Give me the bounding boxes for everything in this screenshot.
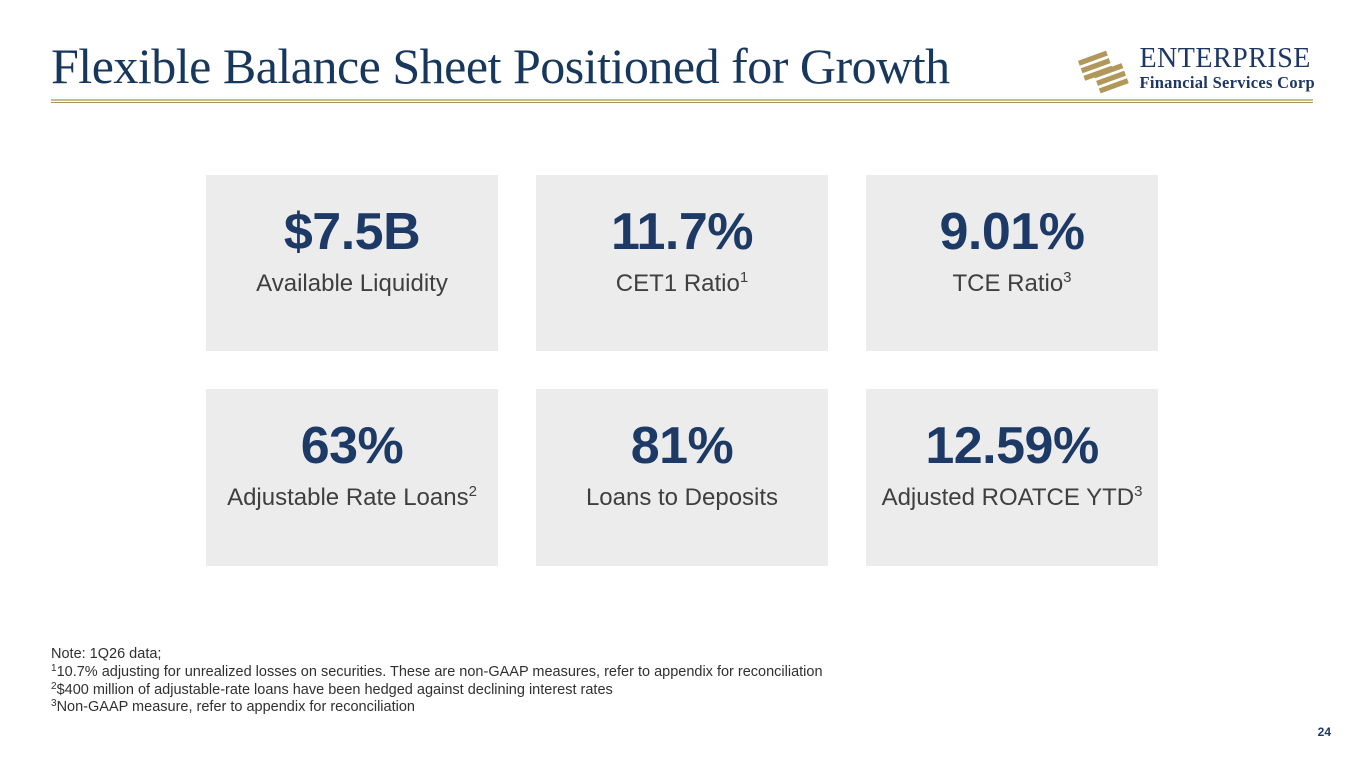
logo-tagline: Financial Services Corp [1139,73,1315,92]
metric-card-adjustable-rate-loans: 63% Adjustable Rate Loans2 [206,389,498,566]
metric-card-cet1-ratio: 11.7% CET1 Ratio1 [536,175,828,351]
footnote-marker: 1 [739,269,749,286]
footnotes-block: Note: 1Q26 data; 110.7% adjusting for un… [51,646,823,717]
metric-value: $7.5B [283,203,421,261]
page-number: 24 [1317,725,1331,739]
metrics-grid: $7.5B Available Liquidity 11.7% CET1 Rat… [206,175,1158,566]
footnote-marker: 1 [51,662,57,674]
footnote-marker: 2 [51,680,57,692]
footnote-marker: 3 [1063,269,1072,286]
metric-label: Available Liquidity [256,270,448,297]
registered-mark-dot [1122,81,1126,84]
metric-card-available-liquidity: $7.5B Available Liquidity [206,175,498,351]
metric-label: CET1 Ratio1 [615,269,749,297]
metric-label: Adjusted ROATCE YTD3 [881,483,1143,511]
metric-label: TCE Ratio3 [952,269,1072,297]
metric-label: Loans to Deposits [585,484,779,511]
gold-stripes-icon [1078,50,1130,94]
metric-label: Adjustable Rate Loans2 [227,483,477,511]
footnote-marker: 3 [51,698,57,710]
metric-value: 12.59% [925,417,1099,475]
footnote-3: 3Non-GAAP measure, refer to appendix for… [51,698,415,716]
metric-card-loans-to-deposits: 81% Loans to Deposits [536,389,828,566]
footnote-marker: 3 [1134,483,1143,500]
metric-value: 63% [300,417,404,475]
logo-brand-name: ENTERPRISE [1139,43,1311,74]
footnote-2: 2$400 million of adjustable-rate loans h… [51,680,613,698]
metric-value: 11.7% [610,203,754,261]
company-logo: ENTERPRISE Financial Services Corp [1077,44,1315,96]
footnote-marker: 2 [468,483,477,500]
metric-card-adjusted-roatce: 12.59% Adjusted ROATCE YTD3 [866,389,1158,566]
metric-value: 81% [630,417,734,475]
metric-card-tce-ratio: 9.01% TCE Ratio3 [866,175,1158,351]
footnote-note: Note: 1Q26 data; [51,646,162,662]
page-title: Flexible Balance Sheet Positioned for Gr… [51,38,950,94]
metric-value: 9.01% [939,203,1085,261]
title-divider-rule [51,99,1313,103]
footnote-1: 110.7% adjusting for unrealized losses o… [51,662,823,680]
logo-text: ENTERPRISE Financial Services Corp [1139,44,1315,92]
